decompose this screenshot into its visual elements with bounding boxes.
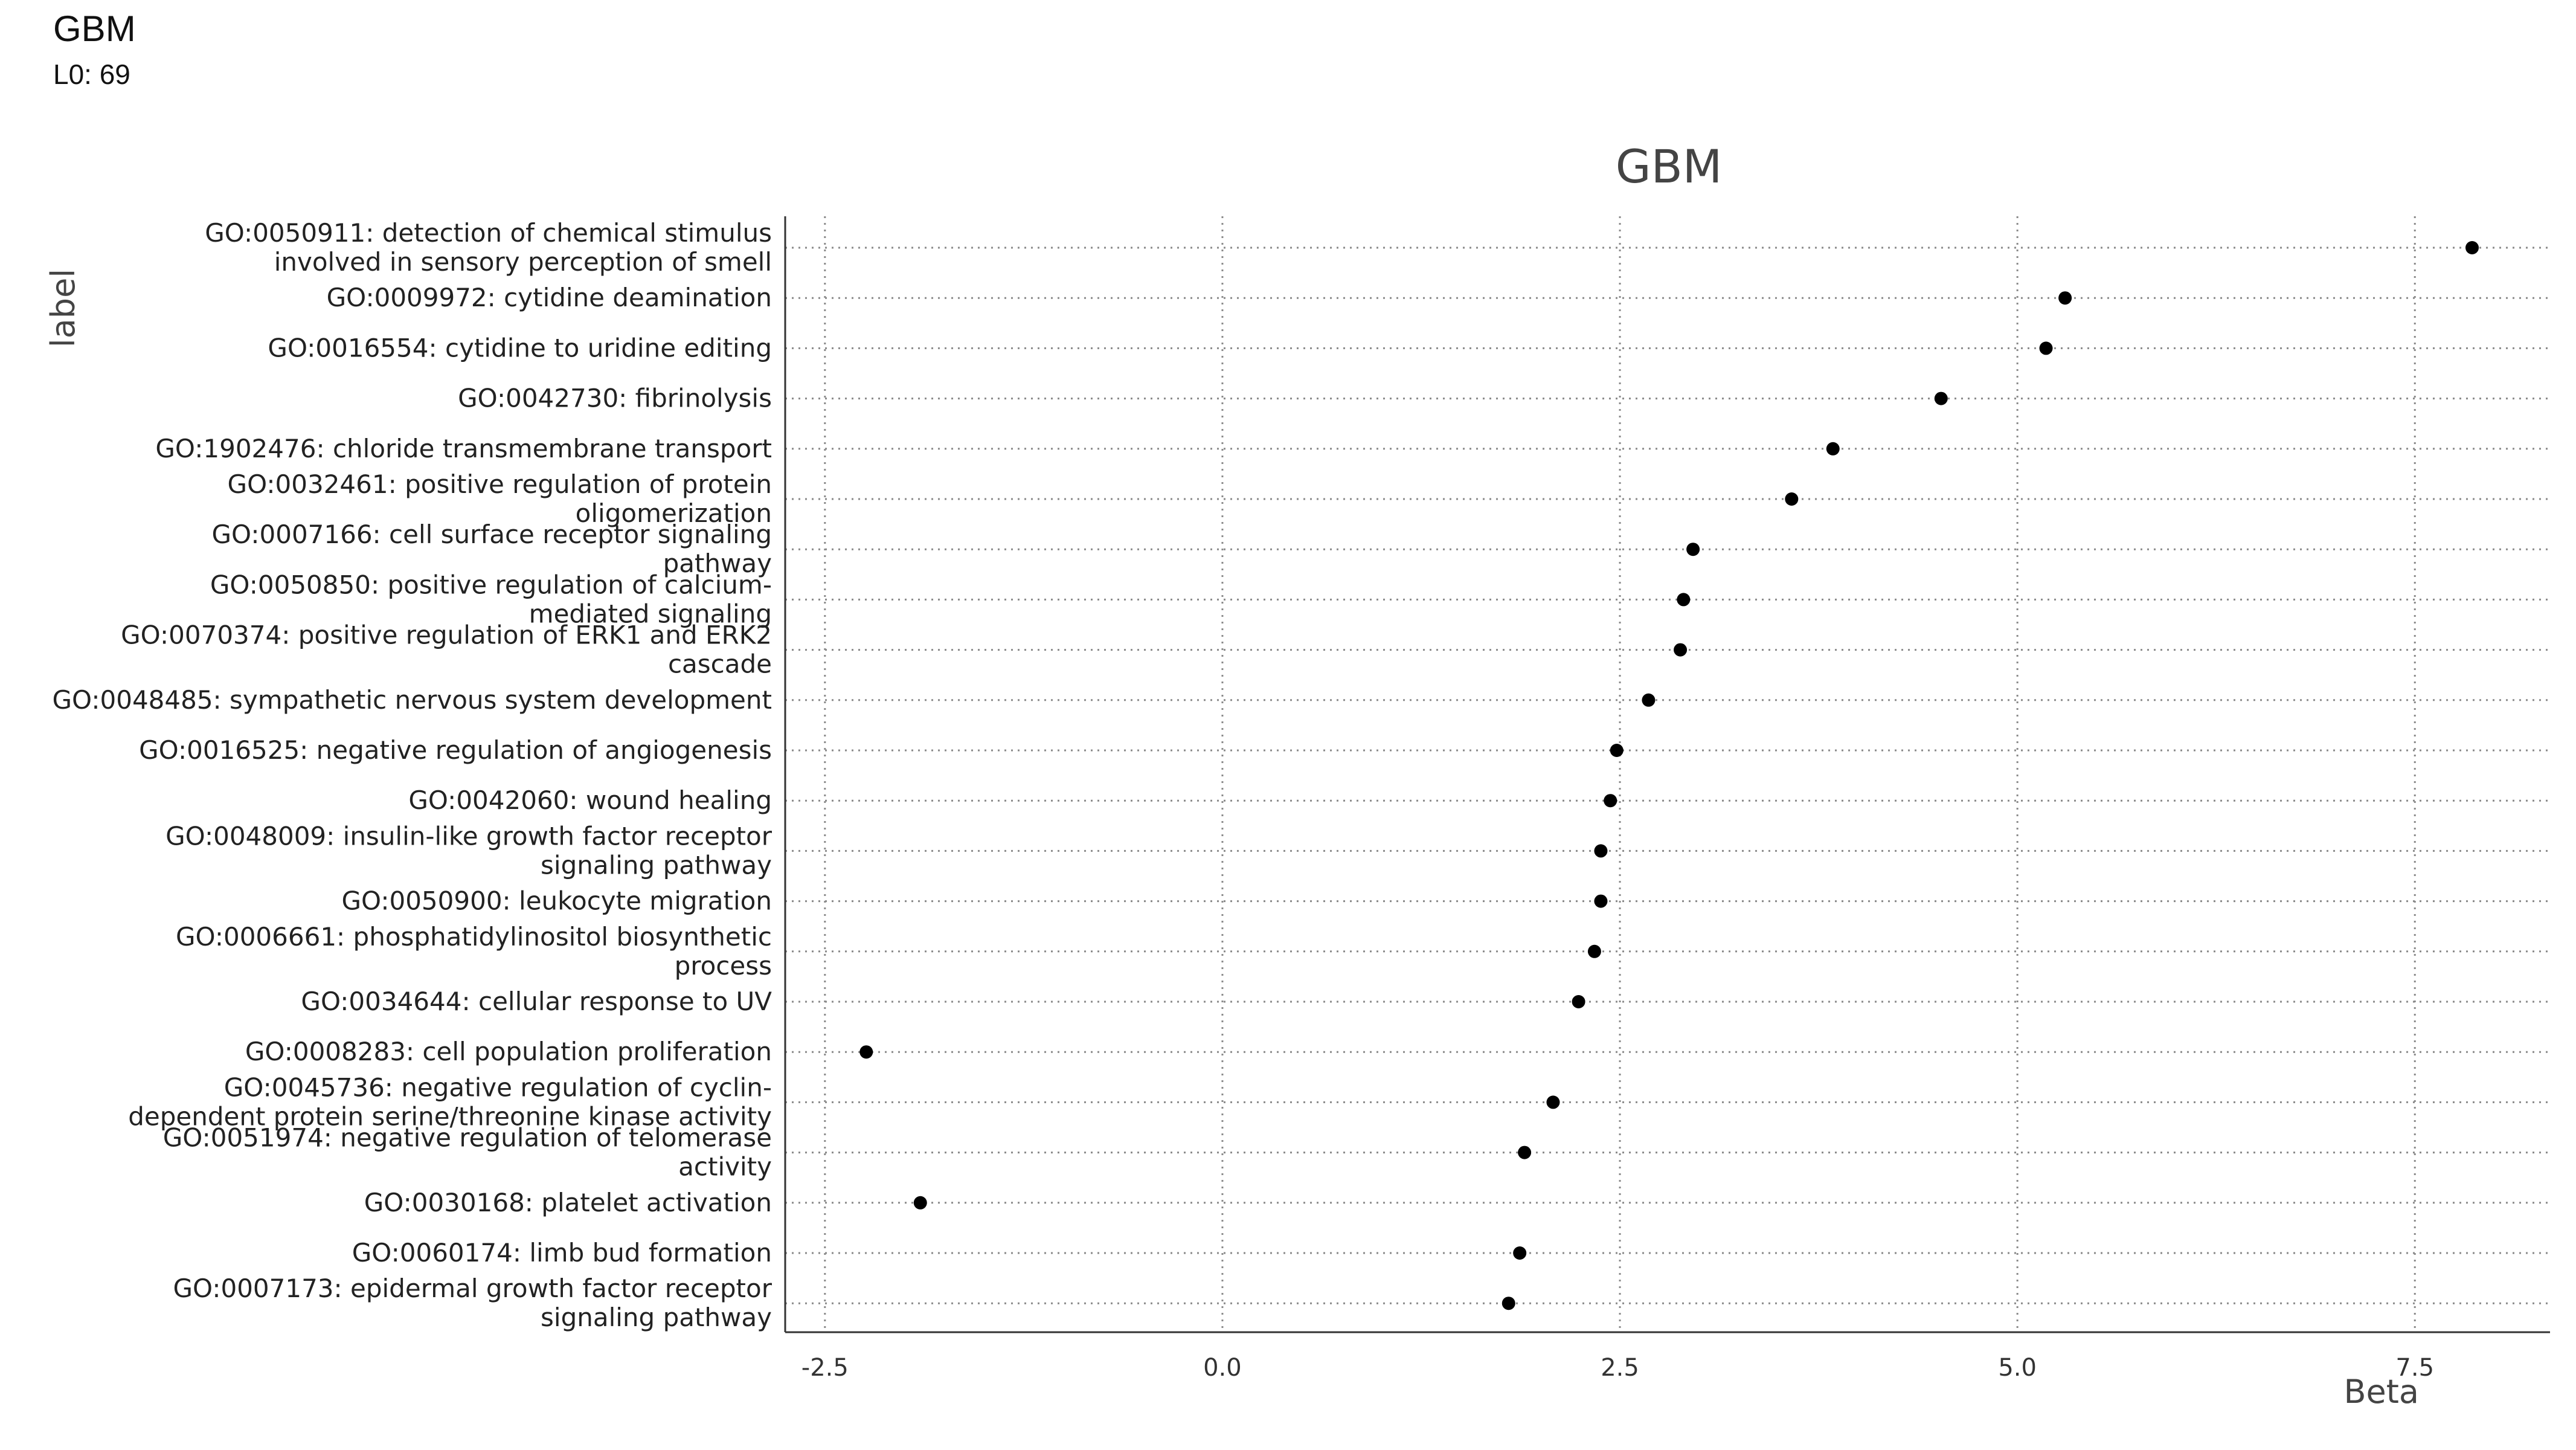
- category-label: GO:0034644: cellular response to UV: [301, 987, 772, 1016]
- category-label: GO:0007173: epidermal growth factor rece…: [173, 1274, 772, 1332]
- data-point: [1518, 1146, 1532, 1159]
- data-point: [1572, 995, 1585, 1008]
- category-label: GO:0050911: detection of chemical stimul…: [205, 218, 772, 277]
- data-point: [1587, 944, 1601, 958]
- axes: [784, 216, 2550, 1333]
- page-title: GBM: [53, 8, 136, 49]
- chart-title: GBM: [1616, 140, 1723, 193]
- data-point: [913, 1196, 927, 1210]
- grid-lines: [785, 216, 2550, 1332]
- data-point: [1594, 894, 1608, 908]
- data-point: [859, 1045, 873, 1059]
- category-label: GO:0048009: insulin-like growth factor r…: [165, 821, 772, 880]
- data-point: [2039, 341, 2053, 355]
- data-point: [2058, 291, 2072, 305]
- category-label: GO:0045736: negative regulation of cycli…: [128, 1072, 772, 1131]
- x-axis-title: Beta: [2343, 1373, 2419, 1411]
- data-point: [1604, 794, 1617, 808]
- category-label: GO:0007166: cell surface receptor signal…: [211, 520, 772, 578]
- category-label: GO:0042730: fibrinolysis: [458, 384, 772, 413]
- category-label: GO:0050900: leukocyte migration: [341, 886, 772, 916]
- x-tick-labels: -2.5 0.0 2.5 5.0 7.5: [801, 1354, 2434, 1382]
- x-tick-label: 5.0: [1998, 1354, 2037, 1382]
- data-point: [1642, 693, 1656, 707]
- data-points: [859, 241, 2479, 1310]
- category-label: GO:0016554: cytidine to uridine editing: [268, 333, 772, 362]
- x-tick-label: 0.0: [1203, 1354, 1242, 1382]
- page-header: GBM L0: 69: [53, 5, 136, 95]
- category-label: GO:0032461: positive regulation of prote…: [228, 469, 772, 528]
- data-point: [2465, 241, 2479, 254]
- category-label: GO:0042060: wound healing: [408, 785, 772, 815]
- data-point: [1785, 492, 1799, 506]
- x-tick-label: 7.5: [2395, 1354, 2434, 1382]
- category-label: GO:0048485: sympathetic nervous system d…: [52, 685, 772, 715]
- y-category-labels: GO:0050911: detection of chemical stimul…: [52, 218, 772, 1332]
- category-label: GO:0006661: phosphatidylinositol biosynt…: [176, 922, 772, 981]
- category-label: GO:0030168: platelet activation: [364, 1188, 772, 1217]
- data-point: [1513, 1246, 1527, 1260]
- data-point: [1826, 442, 1840, 456]
- category-label: GO:0060174: limb bud formation: [352, 1238, 772, 1268]
- category-label: GO:0070374: positive regulation of ERK1 …: [121, 620, 772, 679]
- data-point: [1610, 744, 1624, 757]
- x-tick-label: 2.5: [1601, 1354, 1639, 1382]
- data-point: [1677, 593, 1691, 607]
- page-subtitle: L0: 69: [53, 59, 130, 90]
- data-point: [1686, 543, 1700, 556]
- data-point: [1546, 1095, 1560, 1109]
- data-point: [1502, 1297, 1515, 1310]
- category-label: GO:1902476: chloride transmembrane trans…: [155, 434, 772, 463]
- category-label: GO:0016525: negative regulation of angio…: [139, 735, 772, 765]
- data-point: [1674, 643, 1688, 657]
- category-label: GO:0008283: cell population proliferatio…: [245, 1037, 772, 1066]
- category-label: GO:0050850: positive regulation of calci…: [210, 570, 772, 628]
- data-point: [1934, 392, 1948, 405]
- y-axis-title: label: [44, 269, 82, 348]
- category-label: GO:0009972: cytidine deamination: [327, 283, 772, 312]
- category-label: GO:0051974: negative regulation of telom…: [163, 1123, 772, 1182]
- data-point: [1594, 844, 1608, 858]
- x-tick-label: -2.5: [801, 1354, 849, 1382]
